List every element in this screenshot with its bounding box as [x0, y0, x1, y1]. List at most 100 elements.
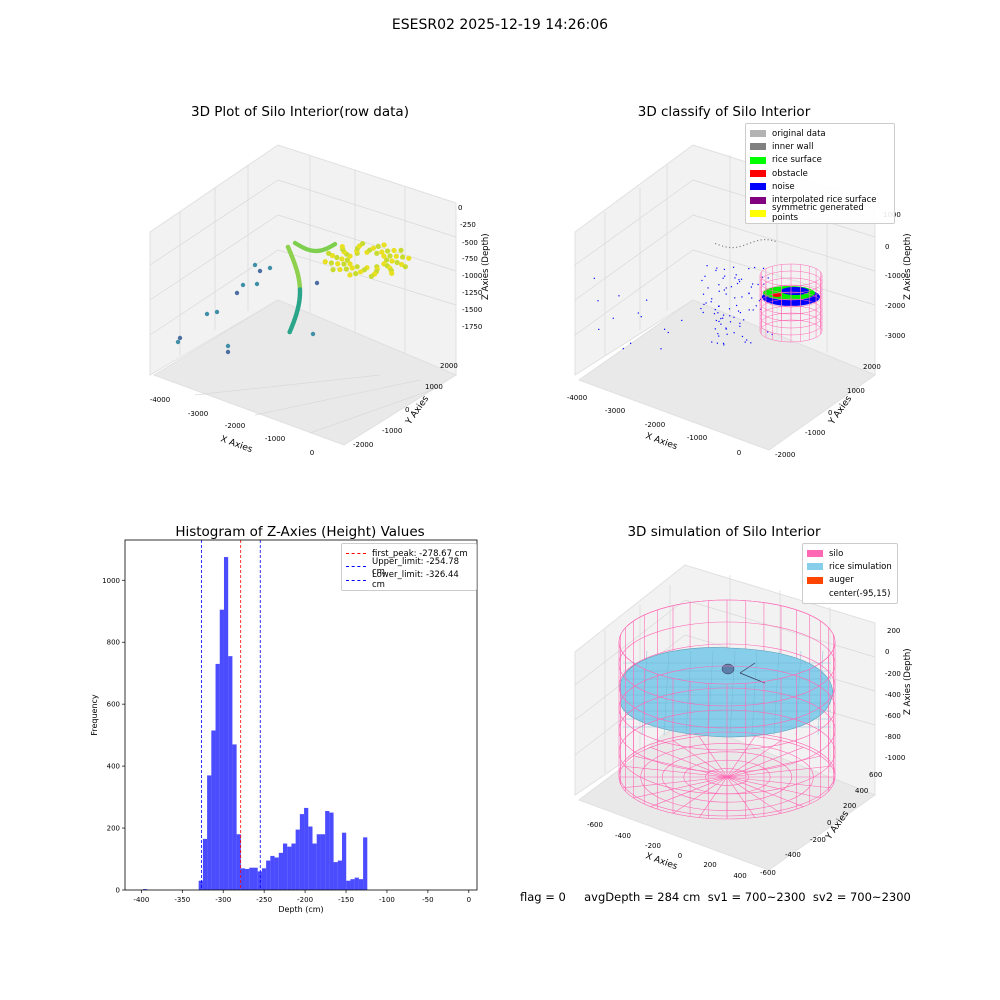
legend-label: Upper_limit: -254.78 cm	[372, 556, 460, 577]
figure-title: ESESR02 2025-12-19 14:26:06	[391, 17, 609, 33]
silo-ring	[618, 687, 836, 773]
x-tick-label: -250	[256, 896, 272, 904]
noise-point	[738, 281, 741, 283]
data-point	[204, 311, 210, 317]
legend-swatch	[750, 156, 766, 164]
inner-wall-point	[750, 242, 752, 244]
noise-point	[718, 335, 720, 337]
histogram-bar	[215, 663, 220, 890]
noise-point	[667, 331, 669, 334]
noise-point	[751, 297, 753, 299]
histogram-bar	[278, 852, 283, 890]
data-point	[398, 247, 404, 253]
grid-line	[277, 249, 457, 306]
noise-point	[637, 312, 639, 314]
y-tick-label: 200	[843, 802, 856, 810]
data-point	[354, 264, 360, 270]
x-tick-label: 200	[703, 861, 716, 869]
noise-point	[597, 300, 599, 302]
noise-point	[725, 327, 727, 329]
grid-line	[684, 599, 876, 658]
histogram-bar	[270, 855, 275, 890]
simulation-zlabel: Z Axies (Depth)	[903, 648, 913, 715]
noise-point	[629, 342, 632, 344]
histogram-bar	[274, 857, 279, 890]
noise-point	[705, 302, 707, 304]
noise-point	[735, 304, 738, 307]
data-point	[326, 250, 332, 256]
z-tick-label: -1500	[462, 306, 482, 314]
data-point	[335, 261, 341, 267]
noise-point	[734, 277, 736, 279]
noise-point	[738, 279, 740, 281]
data-point	[349, 265, 355, 271]
x-tick-label: -2000	[225, 422, 245, 430]
inner-wall-point	[767, 239, 769, 241]
noise-point	[714, 328, 716, 330]
noise-point	[737, 310, 740, 312]
grid-line	[692, 214, 876, 272]
data-point	[360, 240, 366, 247]
z-tick-label: -3000	[885, 332, 905, 340]
histogram-bar	[198, 880, 203, 890]
simulation-xlabel: X Axies	[644, 851, 679, 872]
data-point	[330, 267, 336, 273]
noise-point	[733, 316, 735, 318]
noise-point	[723, 289, 725, 291]
data-point	[175, 339, 181, 345]
classify-legend: original data inner wall rice surface obsta…	[745, 123, 895, 225]
histogram-bar	[358, 879, 364, 890]
y-tick-label: 1000	[425, 383, 443, 391]
data-point	[337, 266, 343, 273]
inner-wall-point	[774, 240, 776, 242]
noise-point	[767, 297, 770, 300]
noise-point	[748, 267, 750, 270]
noise-point	[723, 268, 726, 271]
rice-mesh-line	[751, 650, 758, 736]
z-tick-label: -500	[462, 239, 478, 247]
silo-ring	[618, 709, 836, 795]
data-point	[334, 254, 340, 261]
x-tick-label: -200	[297, 896, 313, 904]
data-point	[234, 290, 240, 296]
legend-label: inner wall	[772, 141, 814, 152]
data-point	[225, 349, 231, 355]
inner-wall-point	[736, 246, 738, 248]
grid-line	[277, 214, 457, 272]
inner-wall-point	[729, 246, 731, 249]
histogram-bar	[320, 834, 326, 890]
histogram-bar	[350, 879, 355, 890]
legend-swatch	[807, 550, 823, 558]
noise-point	[739, 311, 742, 314]
legend-swatch	[750, 130, 766, 138]
rice-mesh-line	[729, 650, 736, 736]
histogram-bar	[282, 843, 288, 890]
noise-point	[729, 321, 732, 323]
classify-plot-title: 3D classify of Silo Interior	[637, 104, 811, 120]
histogram-bar	[211, 730, 216, 890]
legend-label: center(-95,15)	[829, 588, 891, 599]
rice-mesh-line	[707, 650, 714, 736]
noise-point	[757, 283, 759, 286]
y-tick-label: 0	[405, 406, 409, 414]
x-tick-label: -100	[379, 896, 395, 904]
y-tick-label: 600	[869, 771, 882, 779]
data-point	[387, 253, 393, 259]
y-tick-label: 2000	[440, 362, 458, 370]
grid-line	[254, 379, 421, 416]
noise-point	[750, 286, 753, 288]
data-point	[381, 242, 387, 248]
noise-point	[718, 290, 720, 292]
histogram-bar	[299, 814, 305, 890]
legend-label: obstacle	[772, 168, 808, 179]
histogram-bar	[316, 834, 321, 890]
auger-line	[739, 672, 766, 684]
x-tick-label: -3000	[188, 410, 208, 418]
noise-point	[767, 331, 769, 333]
data-point	[177, 335, 183, 341]
noise-point	[763, 283, 765, 285]
x-tick-label: -350	[174, 896, 190, 904]
z-tick-label: -2000	[885, 302, 905, 310]
data-point	[347, 261, 353, 267]
legend-entry: Upper_limit: -254.78 cm	[346, 557, 472, 577]
